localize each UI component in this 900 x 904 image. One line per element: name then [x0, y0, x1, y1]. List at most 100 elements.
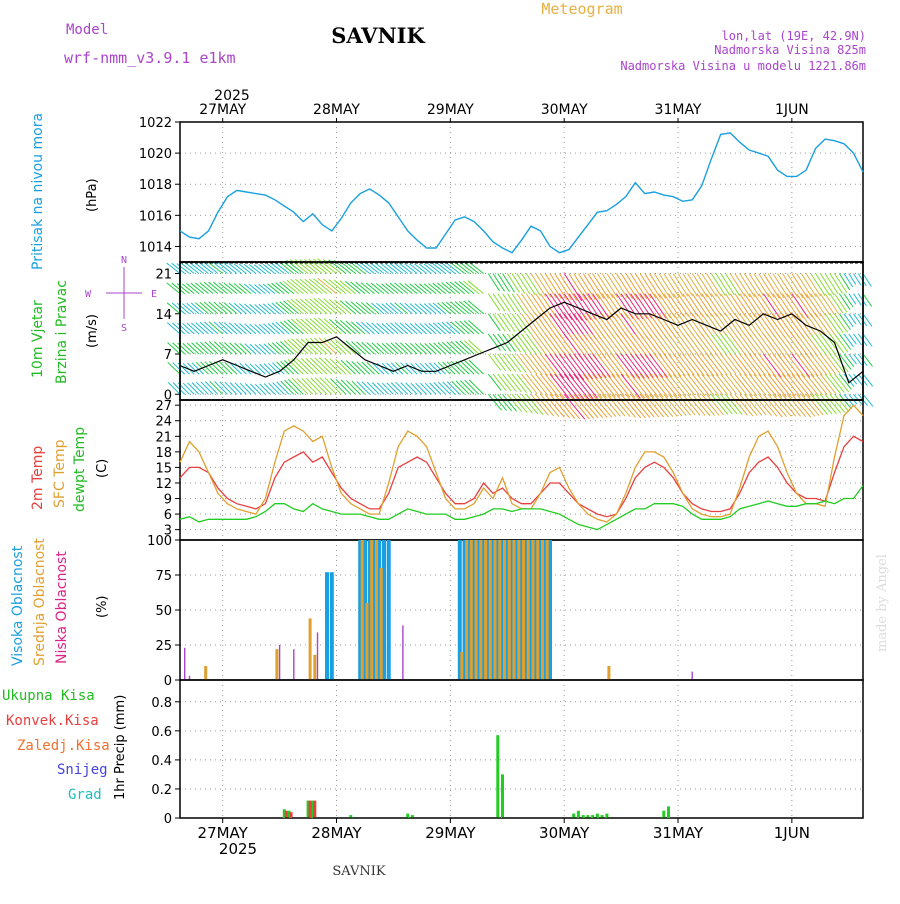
- wind-vector: [414, 263, 427, 274]
- wind-vector: [639, 273, 657, 299]
- wind-vector: [578, 353, 598, 380]
- wind-vector: [596, 293, 615, 319]
- wind-vector: [715, 393, 733, 415]
- wind-vector: [649, 293, 667, 319]
- wind-vector: [299, 278, 318, 294]
- temp-ylabel-2: SFC Temp: [52, 439, 68, 508]
- wind-vector: [423, 283, 437, 294]
- wind-vector: [355, 281, 371, 294]
- cloud-ylabel-3: Niska Oblacnost: [54, 551, 70, 664]
- wind-vector: [668, 373, 687, 397]
- wind-vector: [172, 382, 186, 395]
- wind-vector: [305, 358, 323, 375]
- wind-vector: [187, 382, 200, 395]
- wind-vector: [414, 343, 427, 355]
- wind-vector: [796, 333, 814, 358]
- wind-vector: [404, 283, 418, 294]
- wind-vector: [743, 293, 761, 317]
- wind-vector: [682, 273, 698, 297]
- wind-vector: [843, 353, 855, 368]
- wind-vector: [329, 318, 347, 335]
- wind-vector: [208, 281, 224, 294]
- mid-cloud-bar: [365, 603, 369, 680]
- wind-vector: [720, 273, 735, 296]
- y-tick-label: 0.6: [151, 725, 172, 740]
- wind-vector: [262, 263, 276, 274]
- wind-vector: [294, 278, 314, 294]
- wind-vector: [800, 293, 818, 317]
- wind-vector: [409, 263, 423, 274]
- conv-precip-bar: [308, 800, 312, 818]
- wind-vector: [568, 393, 590, 420]
- wind-vector: [441, 262, 456, 274]
- wind-vector: [677, 353, 695, 376]
- wind-vector: [644, 373, 664, 398]
- mid-cloud-bar: [517, 540, 521, 680]
- wind-vector: [427, 263, 442, 274]
- wind-vector: [687, 293, 704, 317]
- wind-vector: [653, 293, 671, 319]
- wind-vector: [687, 373, 706, 397]
- wind-vector: [834, 373, 849, 393]
- wind-vector: [324, 377, 342, 395]
- wind-vector: [540, 273, 557, 299]
- wind-vector: [450, 321, 465, 335]
- wind-vector: [630, 393, 651, 418]
- wind-vector: [819, 393, 837, 415]
- wind-vector: [304, 278, 323, 294]
- wind-vector: [658, 393, 678, 417]
- wind-vector: [781, 293, 799, 318]
- wind-vector: [279, 321, 295, 335]
- wind-speed-line: [179, 301, 864, 384]
- wind-vector: [710, 393, 729, 415]
- wind-vector: [824, 273, 839, 295]
- wind-vector: [497, 353, 512, 372]
- wind-vector: [171, 262, 186, 274]
- wind-vector: [540, 313, 558, 338]
- wind-vector: [449, 261, 465, 274]
- wind-vector: [436, 282, 451, 294]
- wind-vector: [309, 298, 328, 315]
- wind-vector: [207, 261, 224, 274]
- wind-vector: [668, 353, 686, 377]
- wind-vector: [166, 282, 181, 294]
- mid-cloud-bar: [507, 540, 511, 680]
- wind-vector: [366, 361, 380, 375]
- high-cloud-bar: [514, 540, 519, 680]
- wind-vector: [414, 323, 427, 335]
- wind-vector: [229, 342, 243, 355]
- wind-vector: [582, 353, 603, 379]
- wind-vector: [209, 380, 224, 395]
- wind-vector: [739, 353, 757, 377]
- wind-vector: [271, 322, 285, 335]
- wind-vector: [506, 353, 522, 373]
- wind-vector: [767, 373, 787, 398]
- wind-vector: [506, 293, 521, 313]
- wind-vector: [672, 393, 692, 416]
- wind-vector: [611, 333, 630, 358]
- wind-vector: [305, 338, 323, 355]
- wind-vector: [291, 338, 309, 355]
- mid-cloud-bar: [493, 540, 497, 680]
- compass-label: N: [121, 255, 127, 266]
- wind-vector: [540, 333, 559, 358]
- wind-vector: [228, 262, 243, 274]
- wind-vector: [682, 393, 701, 416]
- wind-vector: [834, 333, 849, 353]
- date-label-bottom: 31MAY: [653, 824, 704, 842]
- wind-vector: [720, 373, 737, 395]
- wind-vector: [365, 282, 380, 294]
- wind-vector: [630, 273, 648, 300]
- wind-vector: [606, 373, 625, 397]
- wind-vector: [691, 333, 710, 357]
- wind-vector: [725, 333, 742, 356]
- wind-vector: [701, 373, 720, 396]
- wind-vector: [739, 393, 758, 416]
- wind-vector: [810, 353, 828, 376]
- wind-vector: [395, 381, 409, 395]
- wind-vector: [502, 313, 516, 333]
- high-cloud-bar: [510, 540, 514, 680]
- wind-vector: [381, 303, 394, 315]
- sfc-temp-line: [179, 404, 864, 523]
- wind-vector: [587, 273, 605, 300]
